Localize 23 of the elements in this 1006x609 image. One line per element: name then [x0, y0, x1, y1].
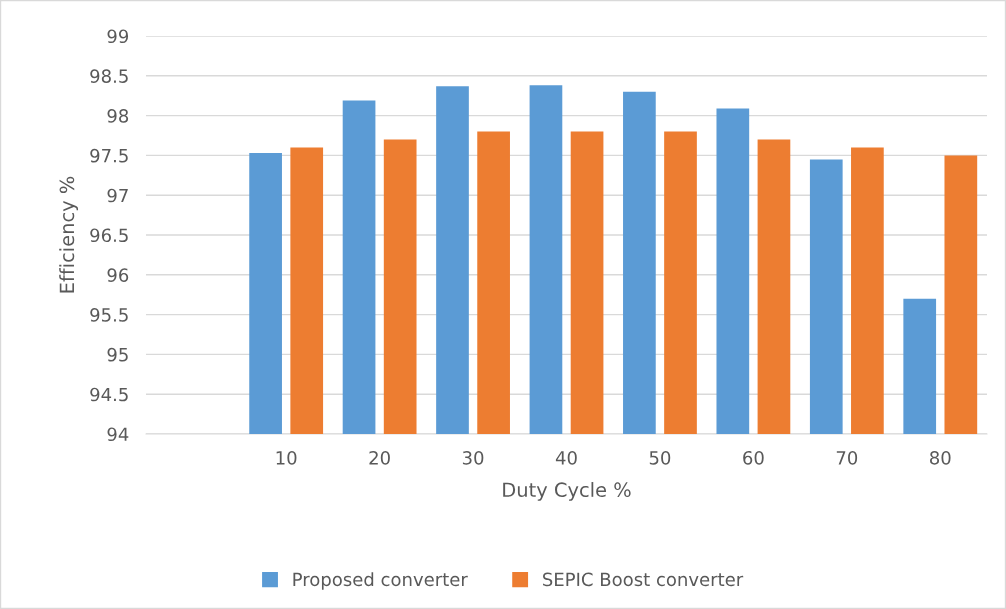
y-tick-label: 99: [107, 29, 129, 44]
y-tick-label: 94.5: [90, 387, 128, 402]
y-tick-label: 98.5: [90, 69, 128, 83]
legend-label: SEPIC Boost converter: [543, 572, 744, 587]
y-tick-label: 98: [107, 109, 129, 123]
x-tick-label: 60: [743, 450, 764, 465]
x-tick-label: 40: [555, 450, 577, 465]
x-tick-label: 80: [930, 450, 951, 465]
x-tick-label: 30: [462, 450, 484, 465]
y-tick-label: 97: [107, 188, 128, 203]
x-tick-label: 70: [836, 450, 858, 465]
x-axis-title: Duty Cycle %: [503, 482, 631, 501]
y-tick-label: 94: [107, 427, 129, 442]
y-tick-label: 95.5: [90, 308, 128, 322]
y-tick-label: 97.5: [90, 148, 128, 163]
y-tick-label: 96.5: [90, 228, 128, 243]
legend-label: Proposed converter: [293, 572, 468, 590]
x-tick-label: 20: [369, 450, 390, 465]
y-axis-title: Efficiency %: [59, 176, 79, 293]
y-tick-label: 96: [107, 268, 129, 282]
y-tick-label: 95: [107, 347, 128, 362]
x-tick-label: 10: [276, 450, 297, 465]
x-tick-label: 50: [649, 450, 671, 465]
